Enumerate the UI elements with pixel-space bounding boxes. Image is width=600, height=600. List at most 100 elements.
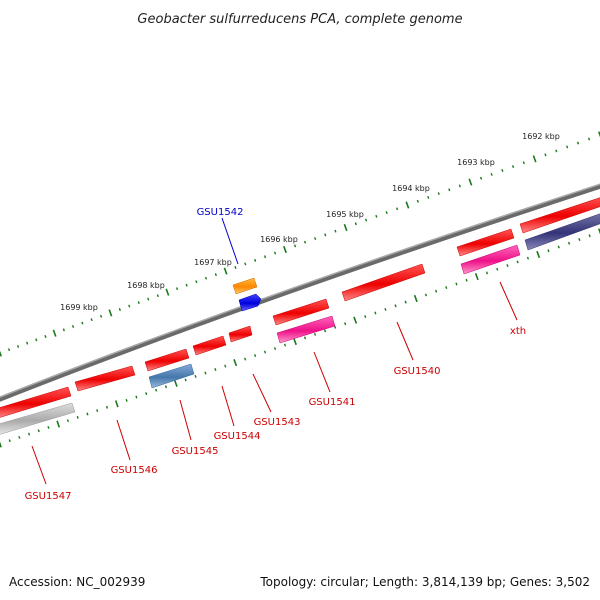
ruler-tick bbox=[223, 267, 228, 275]
ruler-tick bbox=[175, 287, 179, 291]
callout-gsu1544 bbox=[221, 385, 235, 427]
label-gsu1541[interactable]: GSU1541 bbox=[309, 397, 356, 408]
reverse-strand bbox=[0, 212, 600, 435]
ruler-tick bbox=[334, 229, 337, 233]
gene-gsu1547[interactable] bbox=[0, 386, 72, 418]
callout-gsu1547 bbox=[31, 445, 47, 485]
ruler-tick bbox=[185, 283, 188, 287]
ruler-tick bbox=[44, 335, 47, 338]
ruler-tick bbox=[118, 308, 121, 311]
gene-gsu1545[interactable] bbox=[148, 363, 195, 389]
callout-gsu1541 bbox=[313, 351, 331, 393]
gene-gsu1542-selected[interactable] bbox=[238, 293, 262, 312]
ruler-tick bbox=[35, 338, 38, 342]
label-xth[interactable]: xth bbox=[510, 326, 526, 337]
ruler-tick bbox=[532, 155, 537, 163]
lower-track-tick bbox=[66, 419, 70, 423]
gene-gsu1541-fwd[interactable] bbox=[272, 298, 330, 326]
lower-track-tick bbox=[588, 234, 591, 238]
ruler-tick bbox=[343, 223, 348, 232]
ruler-tick bbox=[385, 211, 388, 215]
lower-track-tick bbox=[353, 316, 358, 324]
ruler-tick bbox=[90, 318, 93, 322]
ruler-tick bbox=[479, 176, 483, 180]
lower-track-tick bbox=[105, 405, 109, 409]
genome-backbone bbox=[0, 183, 600, 402]
lower-track-tick bbox=[283, 343, 287, 347]
lower-track-tick bbox=[114, 400, 119, 408]
callout-gsu1545 bbox=[179, 399, 192, 441]
ruler-labels: 1692 kbp 1693 kbp 1694 kbp 1695 kbp 1696… bbox=[60, 132, 560, 312]
gene-gsu1547-rev[interactable] bbox=[0, 402, 76, 435]
lower-track-ticks bbox=[0, 228, 600, 448]
lower-track-tick bbox=[125, 398, 128, 402]
accession-text: Accession: NC_002939 bbox=[9, 575, 145, 589]
ruler-tick bbox=[490, 172, 493, 176]
ruler-tick bbox=[71, 325, 75, 328]
gene-gsu1545-fwd[interactable] bbox=[144, 348, 190, 372]
ruler-tick bbox=[137, 301, 140, 305]
lower-track-tick bbox=[214, 368, 217, 371]
ruler-tick bbox=[458, 184, 461, 188]
label-gsu1544[interactable]: GSU1544 bbox=[214, 431, 261, 442]
ruler-tick bbox=[128, 304, 131, 308]
lower-track-tick bbox=[364, 315, 367, 319]
gene-orange-small[interactable] bbox=[232, 277, 258, 295]
lower-track-tick bbox=[404, 300, 407, 304]
lower-track-tick bbox=[8, 439, 11, 443]
lower-track-tick bbox=[424, 293, 428, 297]
label-gsu1542[interactable]: GSU1542 bbox=[197, 207, 244, 218]
callout-gsu1546 bbox=[116, 419, 131, 461]
gene-right-edge-fwd[interactable] bbox=[519, 196, 600, 234]
lower-track-tick bbox=[224, 364, 227, 368]
ruler-tick bbox=[324, 233, 327, 237]
lower-track-tick bbox=[435, 289, 438, 293]
label-gsu1546[interactable]: GSU1546 bbox=[111, 465, 158, 476]
lower-track-tick bbox=[334, 325, 337, 329]
ruler-tick bbox=[234, 266, 237, 269]
lower-track-tick bbox=[313, 332, 317, 336]
gene-xth[interactable] bbox=[456, 228, 515, 257]
ruler-tick bbox=[566, 145, 569, 149]
label-gsu1547[interactable]: GSU1547 bbox=[25, 491, 72, 502]
gene-gsu1544[interactable] bbox=[192, 335, 227, 356]
gene-gsu1543[interactable] bbox=[228, 325, 253, 343]
ruler-tick bbox=[195, 280, 198, 284]
map-title: Geobacter sulfurreducens PCA, complete g… bbox=[137, 12, 462, 27]
gene-labels: GSU1542 xth GSU1540 GSU1541 GSU1543 GSU1… bbox=[25, 207, 527, 502]
callout-gsu1543 bbox=[252, 373, 272, 413]
lower-track-tick bbox=[455, 282, 458, 286]
ruler-tick bbox=[587, 137, 591, 141]
gene-gsu1546[interactable] bbox=[74, 365, 136, 392]
lower-track-tick bbox=[374, 311, 377, 315]
lower-track-tick bbox=[254, 354, 257, 358]
lower-track-tick bbox=[506, 264, 509, 268]
lower-track-tick bbox=[344, 322, 347, 326]
lower-track-tick bbox=[557, 245, 560, 249]
ruler-label-1696: 1696 kbp bbox=[260, 235, 298, 244]
lower-track-tick bbox=[293, 337, 297, 346]
ruler-tick bbox=[7, 348, 11, 352]
genome-summary-text: Topology: circular; Length: 3,814,139 bp… bbox=[259, 575, 590, 589]
label-gsu1545[interactable]: GSU1545 bbox=[172, 446, 219, 457]
lower-track-tick bbox=[96, 409, 99, 413]
gene-gsu1541[interactable] bbox=[276, 315, 336, 344]
ruler-tick bbox=[254, 258, 257, 262]
ruler-tick bbox=[501, 169, 504, 172]
ruler-tick bbox=[354, 222, 357, 226]
lower-track-tick bbox=[567, 241, 571, 245]
lower-track-tick bbox=[474, 273, 479, 281]
ruler-tick bbox=[214, 273, 217, 277]
callout-gsu1540 bbox=[396, 321, 414, 361]
lower-track-tick bbox=[485, 271, 489, 275]
lower-track-tick bbox=[384, 307, 387, 311]
lower-track-tick bbox=[0, 441, 2, 448]
lower-track-tick bbox=[76, 415, 79, 419]
label-gsu1540[interactable]: GSU1540 bbox=[394, 366, 441, 377]
gene-xth-rev[interactable] bbox=[460, 244, 521, 275]
gene-gsu1540[interactable] bbox=[341, 263, 426, 302]
label-gsu1543[interactable]: GSU1543 bbox=[254, 417, 301, 428]
ruler-tick bbox=[244, 262, 247, 266]
ruler-tick bbox=[293, 244, 297, 248]
gene-right-edge-rev[interactable] bbox=[524, 212, 600, 251]
